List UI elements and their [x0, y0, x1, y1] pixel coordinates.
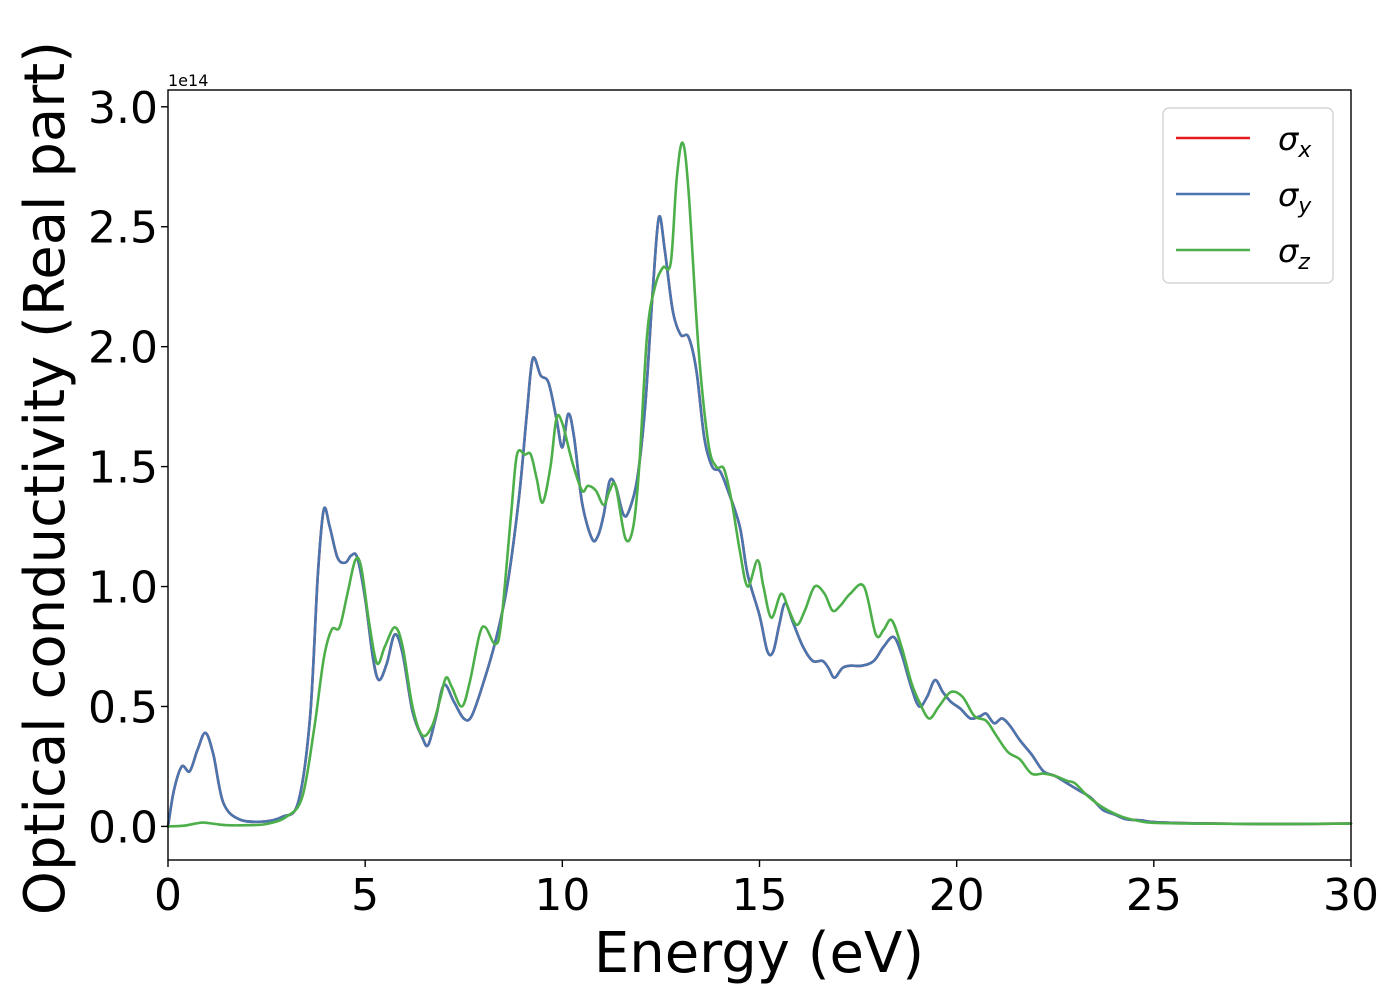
legend: σx σy σz [1162, 107, 1334, 284]
legend-label-sigma-y: σy [1278, 176, 1312, 219]
x-tick-label: 25 [1126, 870, 1182, 921]
series-line-sigma-x [166, 214, 1353, 828]
x-tick-label: 5 [351, 870, 379, 921]
y-tick-label: 0.0 [88, 802, 158, 853]
series-line-sigma-y [166, 214, 1353, 828]
y-axis-label: Optical conductivity (Real part) [13, 41, 78, 915]
x-axis-ticks: 0 5 10 15 20 25 30 [154, 860, 1379, 921]
legend-label-sigma-z: σz [1278, 232, 1310, 275]
y-tick-label: 1.5 [88, 443, 158, 494]
series-line-sigma-z [166, 141, 1353, 828]
y-tick-label: 3.0 [88, 83, 158, 134]
x-tick-label: 15 [732, 870, 788, 921]
x-tick-label: 0 [154, 870, 182, 921]
legend-box [1162, 107, 1334, 284]
y-axis-offset-label: 1e14 [168, 71, 208, 90]
x-tick-label: 10 [534, 870, 590, 921]
y-tick-label: 2.0 [88, 323, 158, 374]
x-tick-label: 20 [929, 870, 985, 921]
legend-label-sigma-x: σx [1278, 120, 1312, 163]
y-tick-label: 0.5 [88, 682, 158, 733]
y-tick-label: 2.5 [88, 203, 158, 254]
y-tick-label: 1.0 [88, 563, 158, 614]
x-axis-label: Energy (eV) [594, 921, 924, 986]
y-axis-ticks: 0.0 0.5 1.0 1.5 2.0 2.5 3.0 [88, 83, 168, 853]
x-tick-label: 30 [1323, 870, 1379, 921]
series-lines [166, 141, 1353, 828]
